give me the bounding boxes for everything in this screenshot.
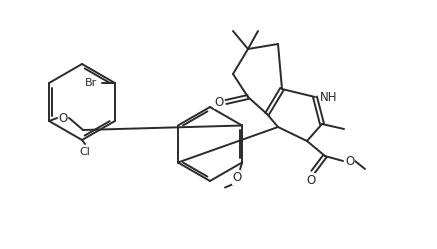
Text: O: O: [306, 174, 316, 187]
Text: O: O: [215, 96, 224, 109]
Text: O: O: [59, 112, 68, 124]
Text: O: O: [345, 154, 354, 168]
Text: NH: NH: [320, 90, 338, 104]
Text: O: O: [232, 171, 242, 184]
Text: Cl: Cl: [80, 147, 90, 157]
Text: Br: Br: [85, 78, 97, 88]
